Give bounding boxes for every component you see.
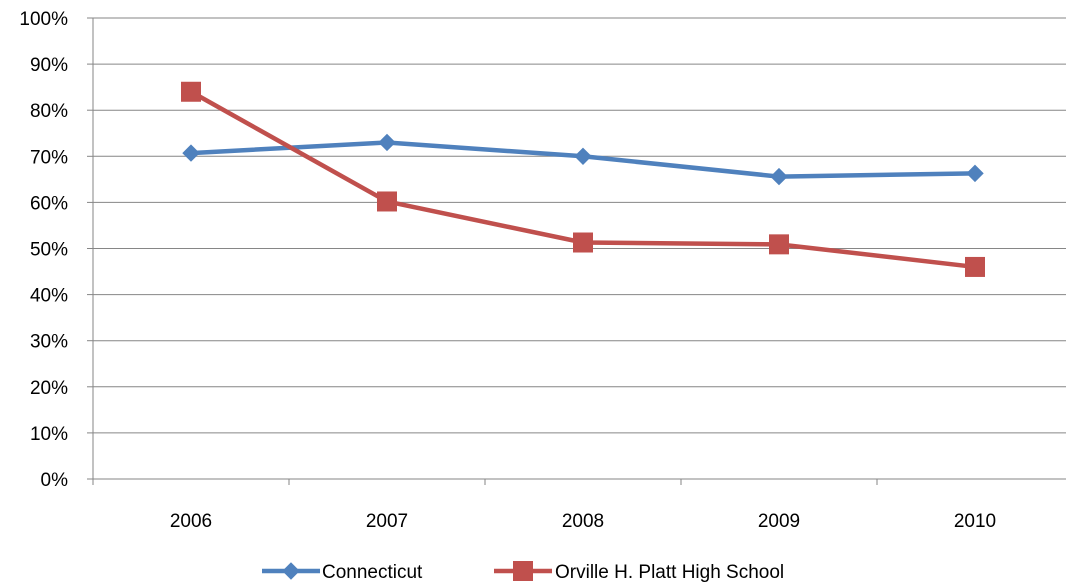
gridlines [93, 17, 1066, 434]
axes [87, 17, 1066, 485]
data-point [966, 164, 984, 183]
data-point [573, 232, 593, 253]
legend: Connecticut Orville H. Platt High School [262, 561, 784, 583]
data-point [181, 81, 201, 102]
x-tick-label: 2008 [562, 511, 604, 532]
series-connecticut [182, 133, 984, 186]
x-tick-label: 2007 [366, 511, 408, 532]
series-layer [181, 81, 985, 277]
x-tick-label: 2010 [954, 511, 996, 532]
y-tick-label: 50% [30, 240, 68, 261]
legend-marker [513, 561, 533, 581]
data-point [965, 256, 985, 277]
y-tick-label: 100% [19, 9, 68, 30]
y-tick-label: 90% [30, 55, 68, 76]
data-point [574, 147, 592, 166]
y-tick-label: 20% [30, 378, 68, 399]
data-point [770, 167, 788, 186]
legend-entry: Connecticut [262, 562, 423, 583]
x-tick-label: 2009 [758, 511, 800, 532]
data-point [378, 133, 396, 152]
legend-entry: Orville H. Platt High School [494, 561, 784, 583]
y-axis-tick-labels: 0% 10% 20% 30% 40% 50% 60% 70% 80% 90% 100% [19, 9, 68, 491]
y-tick-label: 70% [30, 147, 68, 168]
legend-label: Connecticut [322, 562, 423, 583]
y-tick-label: 60% [30, 193, 68, 214]
legend-marker [282, 562, 300, 580]
legend-label: Orville H. Platt High School [555, 562, 784, 583]
y-tick-label: 40% [30, 286, 68, 307]
data-point [769, 234, 789, 255]
y-tick-label: 30% [30, 332, 68, 353]
data-point [182, 144, 200, 162]
y-tick-label: 10% [30, 424, 68, 445]
series-orville-h-platt-high-school [181, 81, 985, 277]
data-point [377, 191, 397, 212]
y-tick-label: 80% [30, 101, 68, 122]
x-tick-label: 2006 [170, 511, 212, 532]
x-axis-tick-labels: 2006 2007 2008 2009 2010 [170, 511, 996, 532]
y-tick-label: 0% [41, 470, 69, 491]
